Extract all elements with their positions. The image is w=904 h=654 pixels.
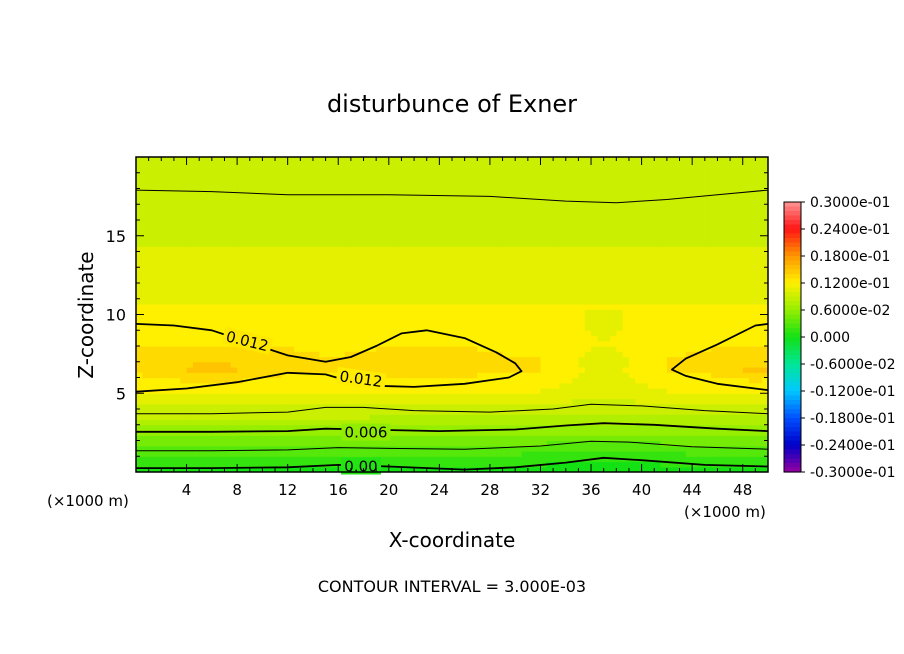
x-tick-label: 16 <box>329 481 348 499</box>
chart-title: disturbunce of Exner <box>327 90 577 118</box>
x-tick-label: 40 <box>632 481 651 499</box>
contour-line <box>671 323 768 391</box>
x-tick-label: 4 <box>182 481 192 499</box>
x-tick-label: 12 <box>278 481 297 499</box>
contour-line <box>136 440 768 452</box>
contour-line <box>136 323 523 393</box>
colorbar-label: 0.6000e-02 <box>810 303 890 319</box>
x-tick-label: 44 <box>683 481 702 499</box>
y-tick-label: 15 <box>106 227 126 246</box>
x-tick-label: 24 <box>430 481 449 499</box>
colorbar-label: 0.000 <box>810 330 850 346</box>
x-tick-label: 48 <box>733 481 752 499</box>
colorbar-label: -0.2400e-01 <box>810 438 896 454</box>
colorbar-label: -0.6000e-02 <box>810 357 896 373</box>
contour-interval-footer: CONTOUR INTERVAL = 3.000E-03 <box>318 577 586 596</box>
x-axis-label: X-coordinate <box>389 528 516 552</box>
colorbar-label: -0.1800e-01 <box>810 411 896 427</box>
x-tick-label: 36 <box>581 481 600 499</box>
x-unit-left: (×1000 m) <box>47 492 129 510</box>
colorbar-label: 0.3000e-01 <box>810 195 890 211</box>
colorbar-label: -0.3000e-01 <box>810 465 896 481</box>
x-tick-label: 28 <box>480 481 499 499</box>
contour-line <box>136 422 768 433</box>
y-tick-label: 5 <box>116 384 126 403</box>
colorbar-label: 0.1200e-01 <box>810 276 890 292</box>
x-unit-right: (×1000 m) <box>684 503 766 521</box>
contour-label: 0.00 <box>341 457 381 476</box>
x-tick-label: 20 <box>379 481 398 499</box>
x-tick-label: 32 <box>531 481 550 499</box>
colorbar-label: 0.2400e-01 <box>810 222 890 238</box>
contour-line <box>136 403 768 415</box>
contour-line <box>136 189 768 204</box>
contour-label: 0.006 <box>341 423 391 442</box>
colorbar-label: -0.1200e-01 <box>810 384 896 400</box>
colorbar: 0.3000e-01 0.2400e-01 0.1800e-01 0.1200e-01… <box>783 195 896 481</box>
colorbar-label: 0.1800e-01 <box>810 249 890 265</box>
contour-label: 0.012 <box>335 366 387 391</box>
x-tick-label: 8 <box>232 481 242 499</box>
y-tick-label: 10 <box>106 306 126 325</box>
y-axis-label: Z-coordinate <box>74 251 98 378</box>
